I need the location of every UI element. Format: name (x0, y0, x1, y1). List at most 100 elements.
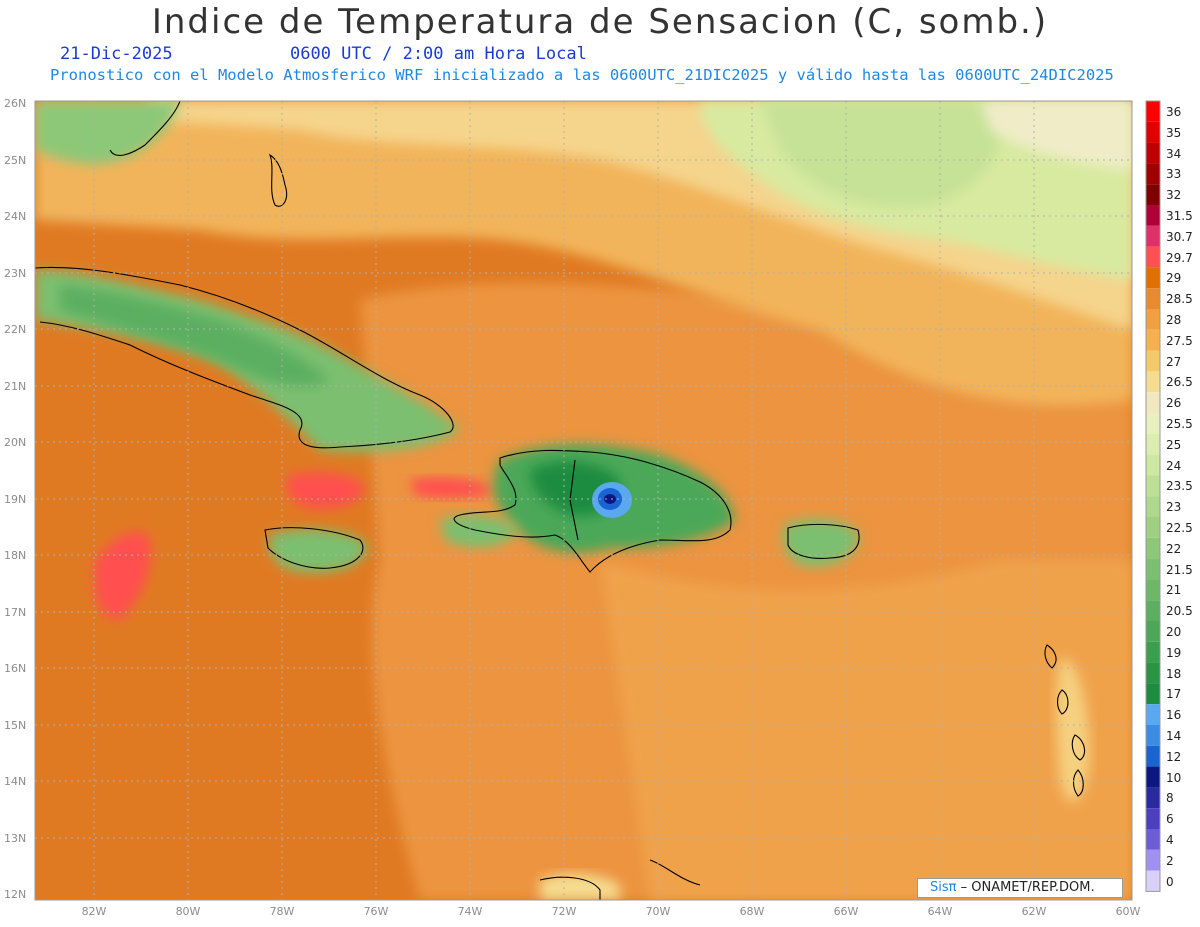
field-yellow-antilles (1056, 658, 1090, 802)
colorbar-swatch (1146, 683, 1160, 705)
colorbar-label: 21.5 (1166, 562, 1193, 577)
colorbar-label: 22.5 (1166, 521, 1193, 535)
lon-axis: 82W 80W 78W 76W 74W 72W 70W 68W 66W 64W … (82, 905, 1141, 918)
colorbar-label: 34 (1166, 146, 1182, 161)
colorbar-swatch (1146, 475, 1160, 497)
lon-tick: 82W (82, 905, 107, 918)
colorbar-swatch (1146, 288, 1160, 309)
lat-tick: 13N (4, 832, 26, 845)
colorbar-swatch (1146, 413, 1160, 434)
colorbar-label: 27.5 (1166, 333, 1193, 348)
colorbar-swatch (1146, 454, 1160, 476)
colorbar-swatch (1146, 163, 1160, 185)
lat-tick: 21N (4, 380, 26, 393)
colorbar-label: 30.7 (1166, 229, 1193, 244)
colorbar-swatch (1146, 621, 1160, 642)
colorbar-swatch (1146, 184, 1160, 205)
forecast-time: 0600 UTC / 2:00 am Hora Local (290, 44, 587, 64)
colorbar-label: 25 (1166, 437, 1182, 452)
colorbar-label: 27 (1166, 354, 1182, 369)
lon-tick: 64W (928, 905, 953, 918)
colorbar-swatch (1146, 808, 1160, 829)
colorbar-label: 4 (1166, 833, 1174, 847)
lon-tick: 78W (270, 905, 295, 918)
colorbar-swatch (1146, 787, 1160, 809)
colorbar-swatch (1146, 766, 1160, 788)
colorbar-swatch (1146, 392, 1160, 413)
lat-tick: 23N (4, 267, 26, 280)
field-green-jamaica (268, 529, 368, 573)
lat-axis: 26N 25N 24N 23N 22N 21N 20N 19N 18N 17N … (4, 97, 26, 901)
colorbar-swatch (1146, 600, 1160, 621)
colorbar-label: 26 (1166, 396, 1182, 411)
colorbar-swatch (1146, 537, 1160, 559)
colorbar-swatch (1146, 309, 1160, 330)
colorbar-label: 36 (1166, 105, 1182, 119)
colorbar-label: 29.7 (1166, 250, 1193, 265)
map-title: Indice de Temperatura de Sensacion (C, s… (151, 2, 1049, 42)
lat-tick: 17N (4, 606, 26, 619)
colorbar-label: 24 (1166, 458, 1182, 473)
lat-tick: 25N (4, 154, 26, 167)
colorbar-swatch (1146, 579, 1160, 601)
lon-tick: 68W (740, 905, 765, 918)
lon-tick: 74W (458, 905, 483, 918)
colorbar-label: 10 (1166, 770, 1182, 785)
colorbar-swatch (1146, 350, 1160, 372)
lat-tick: 12N (4, 888, 26, 901)
colorbar-label: 26.5 (1166, 375, 1193, 390)
colorbar-swatch (1146, 704, 1160, 725)
colorbar-swatch (1146, 267, 1160, 289)
colorbar-label: 35 (1166, 125, 1182, 140)
colorbar-label: 8 (1166, 791, 1174, 806)
field-red-west (94, 531, 151, 620)
colorbar-swatch (1146, 745, 1160, 767)
colorbar-label: 28.5 (1166, 292, 1193, 307)
lon-tick: 60W (1116, 905, 1141, 918)
colorbar-label: 6 (1166, 812, 1174, 827)
colorbar-label: 32 (1166, 188, 1182, 203)
colorbar-label: 23 (1166, 500, 1182, 515)
graticule (35, 101, 1132, 900)
lat-tick: 16N (4, 662, 26, 675)
model-note: Pronostico con el Modelo Atmosferico WRF… (50, 66, 1114, 84)
colorbar-label: 18 (1166, 666, 1182, 681)
credit-box: Sisπ – ONAMET/REP.DOM. (917, 878, 1123, 898)
colorbar-label: 12 (1166, 749, 1182, 764)
colorbar-label: 25.5 (1166, 417, 1193, 431)
colorbar-label: 19 (1166, 645, 1182, 660)
colorbar-swatch (1146, 849, 1160, 871)
colorbar-swatch (1146, 121, 1160, 143)
colorbar-swatch (1146, 725, 1160, 746)
lon-tick: 72W (552, 905, 577, 918)
colorbar-swatch (1146, 496, 1160, 517)
forecast-date: 21-Dic-2025 (60, 44, 173, 64)
lat-tick: 14N (4, 775, 26, 788)
colorbar-label: 17 (1166, 687, 1182, 702)
lon-tick: 70W (646, 905, 671, 918)
colorbar-swatch (1146, 829, 1160, 850)
colorbar-label: 2 (1166, 853, 1174, 868)
lon-tick: 80W (176, 905, 201, 918)
colorbar-label: 29 (1166, 271, 1182, 286)
colorbar-swatch (1146, 225, 1160, 247)
colorbar-label: 14 (1166, 729, 1182, 743)
lat-tick: 19N (4, 493, 26, 506)
colorbar-swatch (1146, 329, 1160, 351)
coastlines (34, 100, 1086, 900)
lat-tick: 24N (4, 210, 26, 223)
lon-tick: 76W (364, 905, 389, 918)
colorbar-label: 0 (1166, 874, 1174, 889)
colorbar-swatch (1146, 433, 1160, 455)
credit-text: – ONAMET/REP.DOM. (960, 880, 1095, 895)
colorbar-swatch (1146, 142, 1160, 164)
colorbar-swatch (1146, 662, 1160, 684)
colorbar-label: 33 (1166, 167, 1182, 182)
colorbar-label: 20 (1166, 625, 1182, 639)
colorbar (1145, 100, 1161, 892)
colorbar-label: 21 (1166, 583, 1182, 598)
colorbar-label: 28 (1166, 313, 1182, 327)
lat-tick: 18N (4, 549, 26, 562)
lat-tick: 26N (4, 97, 26, 110)
